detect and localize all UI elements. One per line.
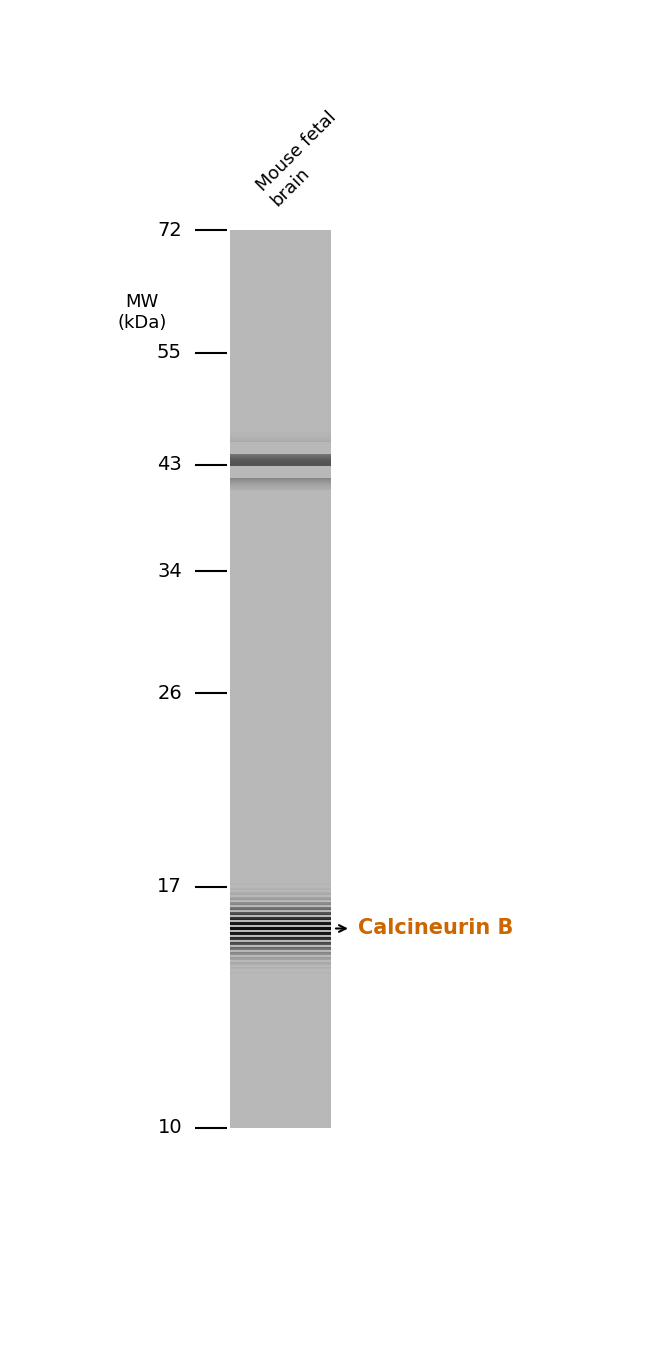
Text: 43: 43 xyxy=(157,455,182,474)
Text: Mouse fetal
brain: Mouse fetal brain xyxy=(253,108,354,210)
Text: 10: 10 xyxy=(157,1118,182,1137)
Text: Calcineurin B: Calcineurin B xyxy=(358,919,514,939)
Text: 26: 26 xyxy=(157,684,182,703)
FancyBboxPatch shape xyxy=(230,230,331,1127)
Text: 55: 55 xyxy=(157,343,182,362)
Text: 34: 34 xyxy=(157,562,182,581)
Text: 72: 72 xyxy=(157,221,182,240)
Text: MW
(kDa): MW (kDa) xyxy=(117,293,166,332)
Text: 17: 17 xyxy=(157,877,182,896)
